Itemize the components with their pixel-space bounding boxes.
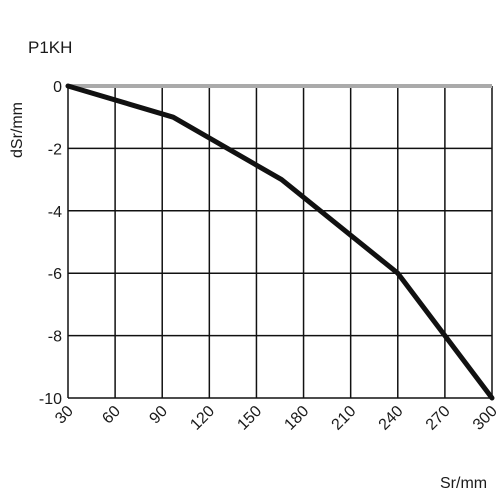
y-tick-label: -2: [48, 141, 62, 158]
x-tick-label: 150: [234, 403, 265, 434]
series-line: [65, 83, 495, 401]
y-axis-label: dSr/mm: [9, 102, 26, 158]
x-tick-label: 240: [376, 403, 407, 434]
x-tick-label: 60: [99, 403, 124, 428]
y-tick-label: -10: [39, 391, 62, 408]
y-tick-label: -6: [48, 266, 62, 283]
y-tick-label: -4: [48, 204, 62, 221]
y-tick-label: -8: [48, 329, 62, 346]
x-tick-label: 180: [281, 403, 312, 434]
x-axis-label: Sr/mm: [440, 475, 487, 492]
y-tick-label: 0: [53, 79, 62, 96]
x-tick-label: 210: [329, 403, 360, 434]
grid: [67, 86, 493, 399]
x-tick-label: 90: [146, 403, 171, 428]
x-tick-label: 270: [423, 403, 454, 434]
x-tick-label: 120: [187, 403, 218, 434]
chart-title: P1KH: [28, 38, 73, 57]
x-tick-label: 300: [470, 403, 500, 434]
